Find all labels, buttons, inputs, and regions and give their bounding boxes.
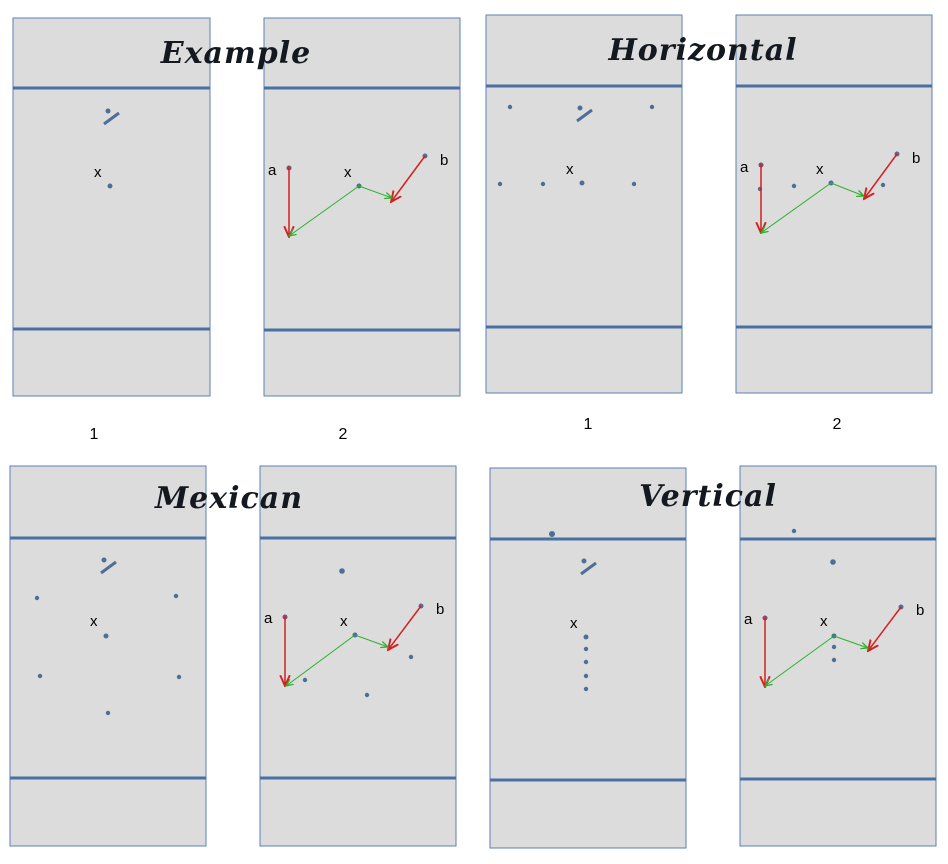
dot	[583, 646, 589, 652]
dot	[37, 673, 43, 679]
dot	[507, 104, 513, 110]
red-arrow-b	[391, 155, 426, 202]
x-label: x	[94, 164, 102, 181]
player-dot	[583, 634, 589, 640]
green-arrow-right	[354, 634, 388, 647]
x-label: x	[820, 613, 828, 630]
dot	[830, 559, 836, 565]
dot	[831, 657, 837, 663]
x-label: x	[566, 161, 574, 178]
panel-mexican-2: a x b	[259, 465, 457, 847]
dot	[880, 182, 886, 188]
a-label: a	[744, 611, 753, 628]
green-arrow-right	[830, 182, 864, 196]
ball-with-stick-icon	[103, 108, 120, 126]
dot	[649, 104, 655, 110]
a-label: a	[264, 610, 273, 627]
ball-with-stick-icon	[580, 558, 597, 576]
dot	[791, 528, 797, 534]
panel-horizontal-2: a x b	[735, 14, 933, 394]
dot	[791, 183, 797, 189]
panel-vertical-2: a x b	[739, 465, 937, 847]
panel-example-2: a x b	[263, 17, 461, 397]
dot	[549, 531, 555, 537]
panel-example-1: x	[12, 17, 211, 397]
dot	[583, 673, 589, 679]
dot	[831, 644, 837, 650]
panel-vertical-1: x	[489, 467, 687, 849]
x-label: x	[90, 613, 98, 630]
dot	[173, 593, 179, 599]
dot	[302, 677, 308, 683]
x-label: x	[340, 613, 348, 630]
green-arrow-left	[765, 635, 835, 686]
player-dot	[579, 180, 585, 186]
step-caption-horizontal-2: 2	[833, 416, 842, 433]
section-title-vertical: Vertical	[639, 479, 777, 514]
step-caption-example-1: 1	[90, 426, 99, 443]
red-arrow-b	[388, 605, 422, 650]
dot	[34, 595, 40, 601]
green-arrow-right	[358, 185, 392, 198]
dot	[631, 181, 637, 187]
green-arrow-left	[761, 182, 832, 233]
panel-mexican-1: x	[9, 465, 207, 847]
dot	[364, 692, 370, 698]
dot	[497, 181, 503, 187]
panel-horizontal-1: x	[485, 14, 683, 394]
x-label: x	[570, 615, 578, 632]
ball-with-stick-icon	[100, 557, 117, 575]
section-title-mexican: Mexican	[154, 481, 303, 516]
green-arrow-left	[286, 634, 356, 686]
player-dot	[103, 633, 109, 639]
dot	[583, 686, 589, 692]
section-title-example: Example	[160, 36, 311, 71]
ball-with-stick-icon	[576, 105, 593, 123]
player-dot	[107, 183, 113, 189]
b-label: b	[912, 150, 920, 167]
x-label: x	[344, 164, 352, 181]
dot	[583, 659, 589, 665]
green-arrow-right	[833, 635, 868, 648]
x-label: x	[816, 161, 824, 178]
red-arrow-b	[864, 153, 898, 199]
step-caption-example-2: 2	[339, 426, 348, 443]
dot	[408, 654, 414, 660]
a-label: a	[268, 162, 277, 179]
green-arrow-left	[289, 185, 360, 236]
b-label: b	[440, 152, 448, 169]
dot	[339, 568, 345, 574]
a-label: a	[740, 159, 749, 176]
red-arrow-b	[868, 606, 902, 651]
dot	[105, 710, 111, 716]
dot	[176, 674, 182, 680]
step-caption-horizontal-1: 1	[584, 416, 593, 433]
b-label: b	[916, 602, 924, 619]
dot	[540, 181, 546, 187]
b-label: b	[436, 601, 444, 618]
section-title-horizontal: Horizontal	[607, 33, 797, 68]
